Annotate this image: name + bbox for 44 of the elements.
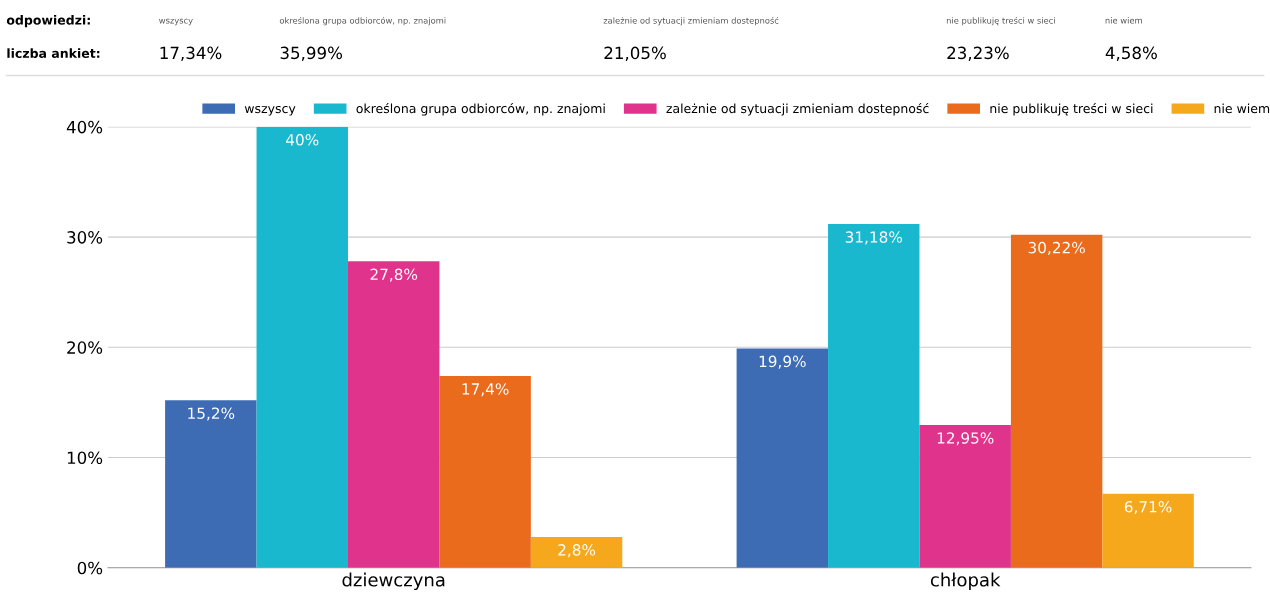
x-tick-label: dziewczyna [342, 572, 445, 591]
bar [1010, 234, 1103, 568]
legend-label: wszyscy [244, 105, 296, 116]
text: zależnie od sytuacji zmieniam dostepność [603, 16, 779, 26]
text: nie publikuję treści w sieci [946, 16, 1055, 26]
legend-label: zależnie od sytuacji zmieniam dostepność [666, 102, 929, 116]
text: określona grupa odbiorców, np. znajomi [279, 16, 446, 26]
y-tick-label: 20% [67, 341, 103, 354]
data-label: 27,8% [370, 268, 418, 282]
bar [347, 261, 440, 568]
bar [1102, 493, 1194, 568]
text: 17,34% [160, 46, 222, 61]
text: 21,05% [604, 46, 666, 61]
legend-label: określona grupa odbiorców, np. znajomi [356, 102, 605, 116]
data-label: 19,9% [759, 355, 806, 369]
y-tick-label: 40% [66, 120, 103, 134]
bar [736, 348, 829, 568]
bar [439, 375, 531, 568]
text: 23,23% [947, 46, 1009, 61]
bar [165, 400, 257, 568]
y-tick-label: 10% [67, 451, 103, 465]
bar [828, 224, 920, 568]
data-label: 15,2% [188, 407, 235, 421]
data-label: 17,4% [462, 383, 509, 397]
data-label: 30,22% [1028, 241, 1085, 255]
x-tick-label: chłopak [930, 572, 1001, 591]
data-label: 31,18% [845, 231, 903, 245]
data-label: 2,8% [558, 544, 596, 558]
bar [919, 425, 1011, 568]
data-label: 40% [286, 134, 319, 146]
text: nie wiem [1105, 17, 1142, 24]
bar [256, 126, 348, 568]
y-tick-label: 0% [77, 561, 103, 575]
data-label: 6,71% [1124, 501, 1172, 515]
text: odpowiedzi: [6, 15, 90, 28]
text: 4,58% [1105, 46, 1157, 61]
legend-label: nie publikuję treści w sieci [990, 102, 1153, 116]
bar [530, 536, 623, 568]
legend-label: nie wiem [1214, 103, 1270, 114]
text: wszyscy [159, 18, 193, 26]
text: 35,99% [280, 46, 343, 61]
data-label: 12,95% [937, 432, 994, 446]
text: liczba ankiet: [7, 48, 100, 58]
y-tick-label: 30% [67, 231, 103, 244]
